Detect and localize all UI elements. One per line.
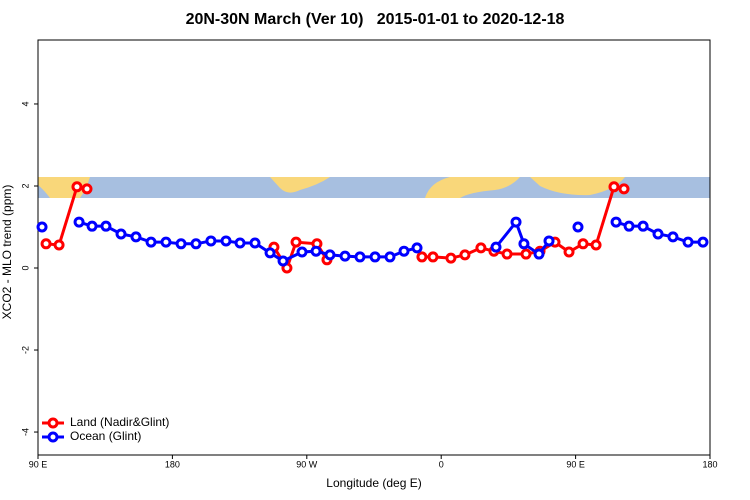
y-tick-label: 0 bbox=[20, 265, 30, 270]
data-point bbox=[475, 242, 487, 254]
data-point bbox=[160, 236, 172, 248]
x-tick-label: 90 E bbox=[566, 459, 585, 469]
y-tick-label: 2 bbox=[20, 183, 30, 188]
data-point bbox=[296, 246, 308, 258]
data-point bbox=[249, 237, 261, 249]
data-point bbox=[339, 250, 351, 262]
data-point bbox=[310, 245, 322, 257]
data-point bbox=[190, 238, 202, 250]
data-point bbox=[205, 235, 217, 247]
y-tick-label: -4 bbox=[20, 428, 30, 436]
data-point bbox=[697, 236, 709, 248]
data-point bbox=[73, 216, 85, 228]
data-point bbox=[290, 236, 302, 248]
y-tick-label: 4 bbox=[20, 101, 30, 106]
data-point bbox=[501, 248, 513, 260]
legend-label: Land (Nadir&Glint) bbox=[70, 415, 169, 429]
data-point bbox=[81, 183, 93, 195]
x-tick-label: 90 E bbox=[29, 459, 48, 469]
data-point bbox=[130, 231, 142, 243]
data-point bbox=[369, 251, 381, 263]
data-point bbox=[637, 220, 649, 232]
data-point bbox=[533, 248, 545, 260]
x-tick-label: 180 bbox=[165, 459, 180, 469]
data-point bbox=[145, 236, 157, 248]
data-point bbox=[86, 220, 98, 232]
data-point bbox=[518, 238, 530, 250]
y-axis-label: XCO2 - MLO trend (ppm) bbox=[0, 185, 14, 320]
data-point bbox=[590, 239, 602, 251]
data-point bbox=[416, 251, 428, 263]
legend: Land (Nadir&Glint)Ocean (Glint) bbox=[42, 415, 169, 443]
y-tick-label: -2 bbox=[20, 346, 30, 354]
data-point bbox=[354, 251, 366, 263]
data-point bbox=[577, 238, 589, 250]
map-land bbox=[270, 177, 330, 193]
data-point bbox=[445, 252, 457, 264]
data-point bbox=[411, 242, 423, 254]
map-land bbox=[425, 177, 520, 198]
data-point bbox=[490, 241, 502, 253]
x-tick-label: 180 bbox=[702, 459, 717, 469]
legend-marker bbox=[47, 417, 59, 429]
data-point bbox=[398, 245, 410, 257]
data-point bbox=[543, 235, 555, 247]
data-point bbox=[459, 249, 471, 261]
data-point bbox=[115, 228, 127, 240]
data-point bbox=[264, 247, 276, 259]
data-point bbox=[234, 237, 246, 249]
data-point bbox=[220, 235, 232, 247]
data-point bbox=[277, 255, 289, 267]
data-point bbox=[71, 181, 83, 193]
data-point bbox=[40, 238, 52, 250]
data-point bbox=[682, 236, 694, 248]
data-point bbox=[667, 231, 679, 243]
data-point bbox=[36, 221, 48, 233]
x-axis-label: Longitude (deg E) bbox=[326, 476, 421, 490]
legend-marker bbox=[47, 431, 59, 443]
data-point bbox=[572, 221, 584, 233]
data-point bbox=[608, 181, 620, 193]
x-tick-label: 90 W bbox=[296, 459, 318, 469]
legend-label: Ocean (Glint) bbox=[70, 429, 141, 443]
data-point bbox=[53, 239, 65, 251]
x-tick-label: 0 bbox=[439, 459, 444, 469]
map-land bbox=[530, 177, 625, 196]
data-point bbox=[623, 220, 635, 232]
data-point bbox=[100, 220, 112, 232]
data-point bbox=[175, 238, 187, 250]
data-point bbox=[610, 216, 622, 228]
data-point bbox=[427, 251, 439, 263]
data-point bbox=[618, 183, 630, 195]
data-point bbox=[324, 249, 336, 261]
chart-title: 20N-30N March (Ver 10) 2015-01-01 to 202… bbox=[186, 11, 565, 28]
data-point bbox=[652, 228, 664, 240]
data-point bbox=[520, 248, 532, 260]
data-point bbox=[384, 251, 396, 263]
data-point bbox=[563, 246, 575, 258]
data-point bbox=[510, 216, 522, 228]
plot-frame bbox=[37, 39, 711, 456]
